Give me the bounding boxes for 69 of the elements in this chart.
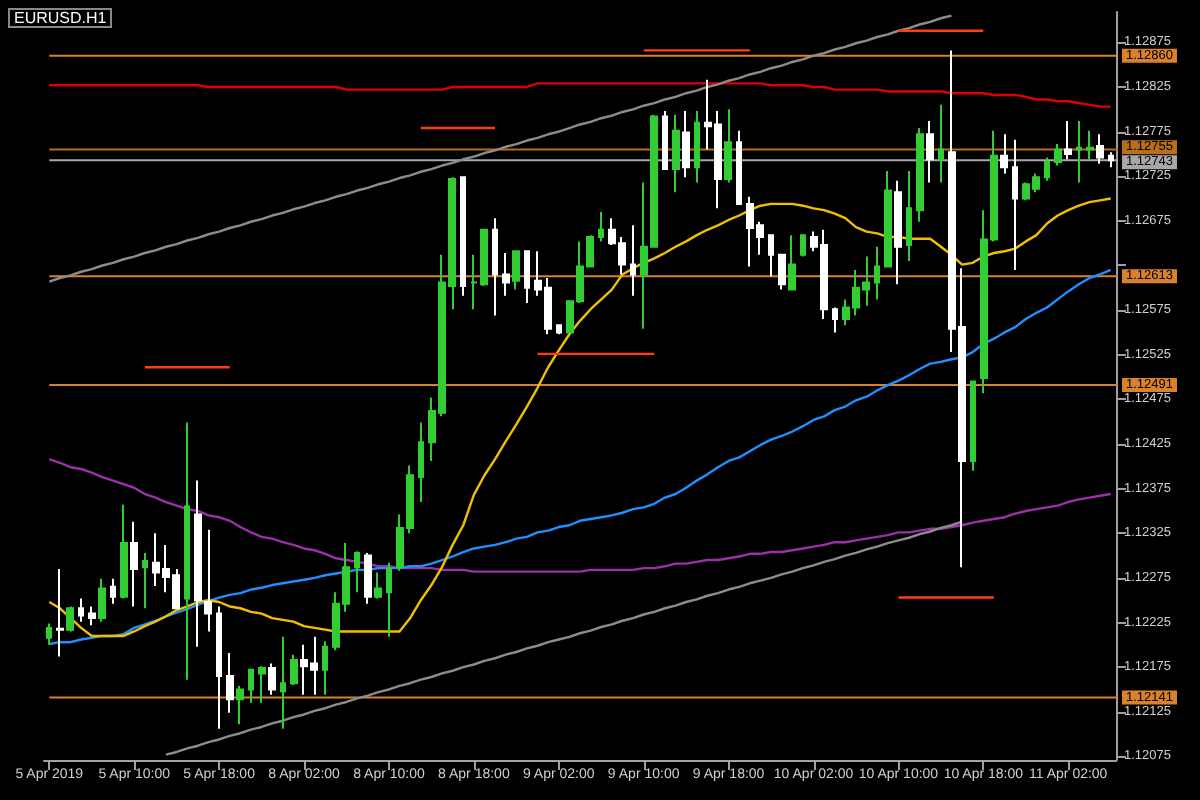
candlestick bbox=[832, 306, 838, 334]
candlestick bbox=[672, 113, 680, 194]
candlestick bbox=[502, 252, 510, 297]
line-series bbox=[48, 82, 1112, 108]
candlestick bbox=[788, 234, 796, 291]
candlestick bbox=[268, 662, 276, 696]
candlestick bbox=[66, 605, 74, 633]
candlestick bbox=[492, 217, 498, 317]
candlestick bbox=[280, 635, 286, 730]
candlestick bbox=[1086, 129, 1094, 161]
candlestick bbox=[1044, 156, 1050, 182]
candlestick bbox=[1000, 133, 1008, 175]
candlestick bbox=[894, 179, 902, 286]
candlestick bbox=[1076, 119, 1082, 184]
candlestick bbox=[906, 169, 912, 263]
candlestick bbox=[236, 684, 244, 726]
candlestick bbox=[1064, 119, 1072, 161]
candlestick bbox=[970, 380, 976, 472]
candlestick bbox=[662, 110, 668, 171]
candlestick bbox=[694, 110, 700, 184]
line-series bbox=[48, 197, 1112, 638]
candlestick bbox=[216, 605, 222, 730]
candlestick bbox=[418, 421, 424, 504]
line-series bbox=[48, 457, 1112, 573]
candlestick bbox=[682, 110, 690, 179]
line-series bbox=[48, 268, 1112, 646]
candlestick bbox=[120, 503, 128, 600]
candlestick bbox=[630, 224, 636, 297]
candlestick bbox=[130, 520, 138, 608]
candlestick bbox=[248, 668, 254, 704]
candlestick bbox=[290, 653, 298, 687]
candlestick bbox=[512, 250, 520, 291]
candlestick bbox=[46, 622, 52, 646]
candlestick bbox=[916, 127, 924, 223]
candlestick bbox=[524, 250, 530, 304]
candlestick bbox=[926, 119, 934, 184]
candlestick bbox=[778, 253, 786, 291]
candlestick bbox=[98, 577, 106, 623]
candlestick bbox=[386, 561, 392, 638]
candlestick bbox=[258, 665, 266, 704]
candlestick bbox=[322, 640, 328, 696]
candlestick bbox=[184, 421, 190, 681]
candlestick bbox=[364, 551, 372, 605]
candlestick bbox=[598, 210, 604, 243]
candlestick bbox=[1054, 143, 1062, 167]
candlestick bbox=[556, 324, 562, 336]
candlestick bbox=[736, 129, 742, 206]
line-series bbox=[164, 520, 964, 756]
candlestick bbox=[1108, 151, 1114, 169]
candlestick bbox=[110, 577, 116, 605]
chart-title: EURUSD.H1 bbox=[14, 9, 108, 27]
candlestick bbox=[204, 528, 212, 633]
candlestick bbox=[56, 567, 64, 658]
candlestick bbox=[938, 103, 944, 184]
candlestick bbox=[354, 550, 360, 594]
candlestick bbox=[884, 169, 892, 268]
candlestick bbox=[88, 605, 96, 627]
candlestick bbox=[194, 479, 202, 648]
candlestick bbox=[226, 651, 234, 714]
candlestick bbox=[800, 234, 806, 258]
candlestick bbox=[78, 597, 84, 623]
candlestick bbox=[460, 176, 466, 297]
candlestick bbox=[724, 108, 732, 184]
candlestick bbox=[768, 234, 774, 278]
candlestick bbox=[374, 571, 382, 600]
candlestick bbox=[1012, 138, 1018, 271]
candlestick bbox=[142, 551, 148, 610]
candlestick bbox=[874, 245, 880, 301]
candlestick bbox=[1096, 133, 1104, 165]
